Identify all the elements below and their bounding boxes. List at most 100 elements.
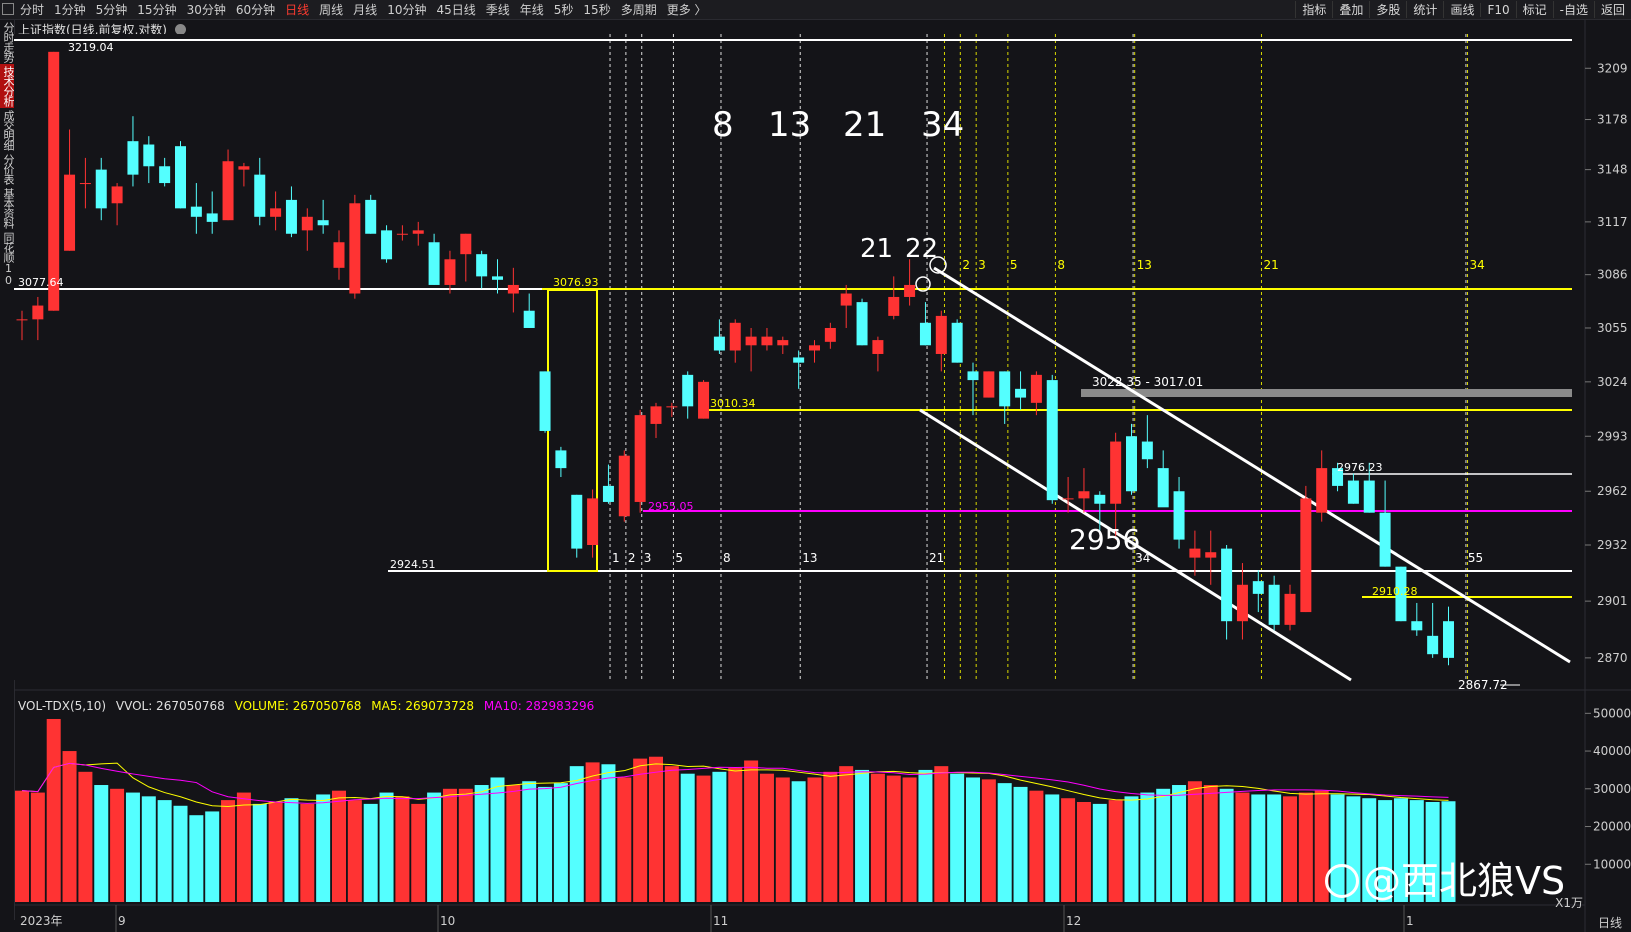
period-tab-11[interactable]: 季线 — [485, 3, 510, 17]
period-tab-1[interactable]: 1分钟 — [54, 3, 86, 17]
volume-bar-6 — [110, 788, 125, 902]
fib-yellow-num-4: 13 — [1137, 258, 1152, 272]
price-panel — [14, 34, 1585, 680]
volume-bar-63 — [1013, 786, 1028, 902]
fib-big-0: 8 — [712, 105, 734, 145]
fib-big-2: 21 — [843, 105, 886, 145]
candle-body-19 — [317, 220, 329, 226]
volume-bar-76 — [1219, 788, 1234, 902]
date-label-2: 10 — [440, 914, 455, 928]
period-tab-6[interactable]: 日线 — [285, 3, 310, 17]
candle-body-74 — [1189, 548, 1201, 558]
period-tab-7[interactable]: 周线 — [319, 3, 344, 17]
volume-bar-18 — [300, 803, 315, 902]
date-label-0: 2023年 — [20, 914, 63, 928]
label-2956: 2956 — [1069, 523, 1140, 556]
sidebar-tab-2[interactable]: 成交明细 — [2, 110, 15, 150]
candle-body-35 — [571, 494, 583, 549]
period-tab-0[interactable]: 分时 — [20, 3, 45, 17]
price-axis-label-9: 2932 — [1597, 538, 1628, 552]
period-tab-15[interactable]: 多周期 — [620, 3, 657, 17]
period-tab-3[interactable]: 15分钟 — [137, 3, 177, 17]
period-tab-5[interactable]: 60分钟 — [235, 3, 276, 17]
candle-body-66 — [1062, 498, 1074, 500]
tool-button-0[interactable]: 指标 — [1295, 1, 1332, 18]
label-low: 2867.72 — [1458, 678, 1508, 692]
volume-bar-87 — [1393, 798, 1408, 902]
candle-body-12 — [206, 213, 218, 222]
tool-button-8[interactable]: 返回 — [1593, 1, 1631, 18]
period-tab-16[interactable]: 更多 〉 — [666, 3, 707, 17]
tool-button-7[interactable]: -自选 — [1552, 1, 1594, 18]
candle-body-79 — [1268, 584, 1280, 625]
candle-body-15 — [254, 174, 266, 217]
volume-bar-12 — [205, 811, 220, 902]
tool-button-1[interactable]: 叠加 — [1332, 1, 1369, 18]
volume-bar-56 — [902, 777, 917, 902]
sidebar-tab-1[interactable]: 技术分析 — [0, 64, 15, 108]
fib-yellow-num-3: 8 — [1057, 258, 1065, 272]
period-tab-13[interactable]: 5秒 — [553, 3, 574, 17]
sidebar-tab-3[interactable]: 分价表 — [2, 154, 15, 184]
volume-bar-34 — [553, 783, 568, 902]
volume-bar-51 — [823, 771, 838, 902]
period-tab-2[interactable]: 5分钟 — [95, 3, 128, 17]
candle-body-25 — [412, 230, 424, 234]
volume-bar-10 — [173, 805, 188, 902]
volume-value: VOLUME: 267050768 — [234, 699, 362, 713]
fib-yellow-num-0: 2 — [962, 258, 970, 272]
fib-white-num-3: 5 — [675, 551, 683, 565]
volume-bar-8 — [141, 796, 156, 902]
period-tab-10[interactable]: 45日线 — [436, 3, 476, 17]
volume-bar-17 — [284, 798, 299, 902]
chevron-down-icon[interactable] — [174, 24, 186, 35]
candle-body-33 — [539, 371, 551, 431]
volume-bar-22 — [363, 803, 378, 902]
price-axis-label-2: 3148 — [1597, 163, 1628, 177]
price-axis-label-7: 2993 — [1597, 429, 1628, 443]
candle-body-44 — [713, 336, 725, 351]
watermark-text: @西北狼VS — [1363, 859, 1566, 903]
volume-axis-label-4: 10000 — [1593, 857, 1631, 871]
tool-button-5[interactable]: F10 — [1480, 2, 1515, 17]
price-axis-label-4: 3086 — [1597, 268, 1628, 282]
candle-body-84 — [1347, 480, 1359, 504]
label-2955: 2955.05 — [648, 500, 694, 513]
candle-body-3 — [64, 174, 76, 251]
candle-body-23 — [381, 230, 393, 260]
period-tab-8[interactable]: 月线 — [353, 3, 378, 17]
volume-bar-31 — [506, 785, 521, 902]
menu-icon[interactable] — [2, 3, 14, 15]
sidebar-tab-4[interactable]: 基本资料 — [2, 188, 15, 228]
candle-body-59 — [951, 322, 963, 363]
candle-body-64 — [1030, 374, 1042, 403]
tool-button-2[interactable]: 多股 — [1369, 1, 1406, 18]
volume-bar-43 — [696, 775, 711, 902]
sidebar-tab-0[interactable]: 分时走势 — [2, 22, 15, 62]
volume-bar-9 — [157, 800, 172, 902]
tool-button-6[interactable]: 标记 — [1515, 1, 1553, 18]
sidebar-tab-5[interactable]: 同花顺10 — [2, 232, 15, 286]
period-tab-14[interactable]: 15秒 — [583, 3, 611, 17]
volume-bar-66 — [1061, 798, 1076, 902]
candle-body-69 — [1110, 441, 1122, 504]
fib-yellow-num-2: 5 — [1010, 258, 1018, 272]
tool-button-3[interactable]: 统计 — [1406, 1, 1443, 18]
volume-bar-15 — [252, 803, 267, 902]
volume-bar-89 — [1425, 802, 1440, 902]
candle-body-62 — [999, 371, 1011, 407]
tool-buttons: 指标 叠加 多股 统计 画线 F10 标记 -自选 返回 — [1295, 0, 1631, 19]
ma10-value: MA10: 282983296 — [483, 699, 595, 713]
candle-body-90 — [1443, 621, 1454, 658]
tool-button-4[interactable]: 画线 — [1443, 1, 1480, 18]
candle-body-24 — [396, 233, 408, 235]
period-tab-9[interactable]: 10分钟 — [387, 3, 427, 17]
candle-body-70 — [1126, 436, 1137, 492]
volume-indicator-name[interactable]: VOL-TDX(5,10) — [18, 699, 107, 713]
volume-axis-label-2: 30000 — [1593, 782, 1631, 796]
period-tab-12[interactable]: 年线 — [519, 3, 544, 17]
volume-bar-58 — [934, 766, 949, 902]
period-tab-4[interactable]: 30分钟 — [186, 3, 226, 17]
vvol-value: VVOL: 267050768 — [115, 699, 225, 713]
